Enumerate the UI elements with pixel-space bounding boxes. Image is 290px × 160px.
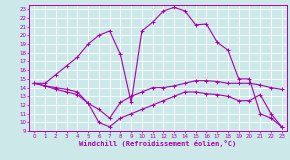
X-axis label: Windchill (Refroidissement éolien,°C): Windchill (Refroidissement éolien,°C) <box>79 140 237 147</box>
